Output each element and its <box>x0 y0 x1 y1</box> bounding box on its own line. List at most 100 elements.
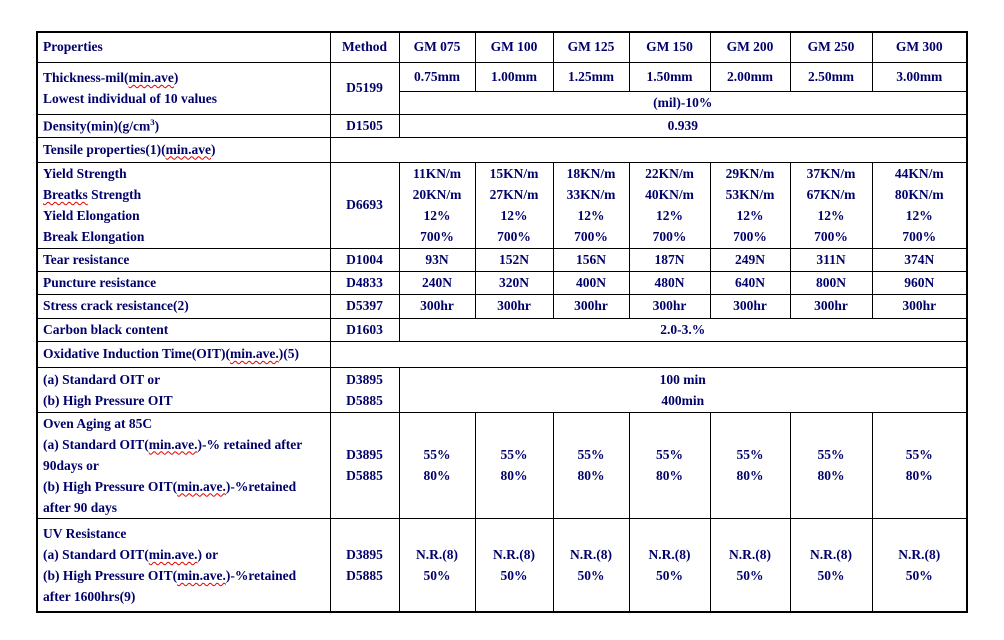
section-header-row: Oxidative Induction Time(OIT)(min.ave.)(… <box>36 340 968 368</box>
table-row: Oven Aging at 85C (a) Standard OIT(min.a… <box>36 411 968 519</box>
property-label-puncture: Puncture resistance <box>36 270 331 295</box>
value-cell: 55% 80% <box>789 411 873 519</box>
value-cell: 800N <box>789 270 873 295</box>
property-label-tear: Tear resistance <box>36 247 331 272</box>
value-cell: 55% 80% <box>474 411 554 519</box>
column-header-gm-125: GM 125 <box>552 31 630 63</box>
value-cell: N.R.(8) 50% <box>709 517 791 613</box>
label-text: (b) High Pressure OIT( <box>43 478 178 494</box>
section-header-row: Tensile properties(1)(min.ave) <box>36 136 968 163</box>
value-cell: N.R.(8) 50% <box>552 517 630 613</box>
column-header-gm-200: GM 200 <box>709 31 791 63</box>
value-cell: 300hr <box>789 293 873 319</box>
label-text: Strength <box>87 187 142 202</box>
column-header-gm-075: GM 075 <box>398 31 476 63</box>
span-value-cell-density: 0.939 <box>398 113 968 138</box>
property-label-tensile: Yield Strength Breatks Strength Yield El… <box>36 161 331 249</box>
value-cell: 300hr <box>709 293 791 319</box>
value-cell: 37KN/m 67KN/m 12% 700% <box>789 161 873 249</box>
value-cell: 55% 80% <box>398 411 476 519</box>
label-text: ) or <box>197 546 219 562</box>
label-text: after 1600hrs(9) <box>43 588 136 604</box>
property-label-thickness: Thickness-mil(min.ave) Lowest individual… <box>36 61 331 115</box>
method-cell-puncture: D4833 <box>329 270 400 295</box>
value-cell: 640N <box>709 270 791 295</box>
span-value-cell-carbon: 2.0-3.% <box>398 317 968 342</box>
table-row: Puncture resistance D4833 240N 320N 400N… <box>36 270 968 295</box>
label-text: Lowest individual of 10 values <box>43 91 218 106</box>
value-cell: N.R.(8) 50% <box>789 517 873 613</box>
table-row: (a) Standard OIT or (b) High Pressure OI… <box>36 366 968 413</box>
label-text: (a) Standard OIT( <box>43 436 149 452</box>
span-value-cell-mil: (mil)-10% <box>398 90 968 115</box>
value-cell: 1.25mm <box>552 61 630 92</box>
label-text: ) <box>173 70 179 85</box>
value-cell: 300hr <box>474 293 554 319</box>
table-row: (mil)-10% <box>37 90 968 115</box>
label-text: Density(min)(g/cm <box>43 118 151 134</box>
method-cell-stress: D5397 <box>329 293 400 319</box>
squiggle-text: min.ave. <box>148 436 198 452</box>
value-cell: 249N <box>709 247 791 272</box>
label-text: )-%retained <box>225 567 297 583</box>
method-cell-oven: D3895 D5885 <box>329 411 400 519</box>
label-text: Oxidative Induction Time(OIT)( <box>43 346 231 361</box>
value-cell: N.R.(8) 50% <box>628 517 711 613</box>
label-text: Oven Aging at 85C <box>43 415 153 431</box>
label-text: Yield Strength <box>43 166 127 181</box>
method-cell-uv: D3895 D5885 <box>329 517 400 613</box>
value-cell: 15KN/m 27KN/m 12% 700% <box>474 161 554 249</box>
squiggle-text: min.ave. <box>230 346 279 361</box>
value-cell: 152N <box>474 247 554 272</box>
value-cell: 374N <box>871 247 968 272</box>
value-cell: 300hr <box>398 293 476 319</box>
column-header-gm-100: GM 100 <box>474 31 554 63</box>
squiggle-text: min.ave <box>165 141 211 157</box>
table-row: Carbon black content D1603 2.0-3.% <box>36 317 968 342</box>
column-header-gm-300: GM 300 <box>871 31 968 63</box>
value-cell: N.R.(8) 50% <box>398 517 476 613</box>
value-cell: 29KN/m 53KN/m 12% 700% <box>709 161 791 249</box>
value-cell: 2.50mm <box>789 61 873 92</box>
label-text: (a) Standard OIT( <box>43 546 149 562</box>
empty-cell <box>329 340 968 368</box>
value-cell: 3.00mm <box>871 61 968 92</box>
property-label-oven: Oven Aging at 85C (a) Standard OIT(min.a… <box>36 411 331 519</box>
column-header-gm-250: GM 250 <box>789 31 873 63</box>
value-cell: 1.50mm <box>628 61 711 92</box>
value-cell: 240N <box>398 270 476 295</box>
table-row: Tear resistance D1004 93N 152N 156N 187N… <box>36 247 968 272</box>
label-text: (b) High Pressure OIT( <box>43 567 178 583</box>
label-text: ) <box>211 141 216 157</box>
value-cell: 18KN/m 33KN/m 12% 700% <box>552 161 630 249</box>
squiggle-text: Breatks <box>43 187 88 202</box>
value-cell: 2.00mm <box>709 61 791 92</box>
label-text: )(5) <box>278 346 300 361</box>
property-label-oit-header: Oxidative Induction Time(OIT)(min.ave.)(… <box>36 340 331 368</box>
value-cell: 44KN/m 80KN/m 12% 700% <box>871 161 968 249</box>
label-text: after 90 days <box>43 499 117 515</box>
superscript-text: 3 <box>150 116 155 127</box>
column-header-method: Method <box>329 31 400 63</box>
value-cell: 300hr <box>628 293 711 319</box>
value-cell: 11KN/m 20KN/m 12% 700% <box>398 161 476 249</box>
value-cell: 55% 80% <box>552 411 630 519</box>
method-cell-density: D1505 <box>329 113 400 138</box>
table-row: Stress crack resistance(2) D5397 300hr 3… <box>36 293 968 319</box>
squiggle-text: min.ave <box>128 70 174 85</box>
label-text: 90days or <box>43 457 99 473</box>
label-text: Tensile properties(1)( <box>43 141 166 157</box>
squiggle-text: min.ave. <box>148 546 198 562</box>
value-cell: N.R.(8) 50% <box>871 517 968 613</box>
table-row: UV Resistance (a) Standard OIT(min.ave.)… <box>36 517 968 613</box>
label-text: Yield Elongation <box>43 208 140 223</box>
value-cell: 320N <box>474 270 554 295</box>
column-header-properties: Properties <box>36 31 331 63</box>
table-row: Density(min)(g/cm3) D1505 0.939 <box>36 113 968 138</box>
value-cell: 480N <box>628 270 711 295</box>
value-cell: 55% 80% <box>628 411 711 519</box>
property-label-uv: UV Resistance (a) Standard OIT(min.ave.)… <box>36 517 331 613</box>
value-cell: 960N <box>871 270 968 295</box>
value-cell: 156N <box>552 247 630 272</box>
table-row: Thickness-mil(min.ave) Lowest individual… <box>36 61 968 115</box>
